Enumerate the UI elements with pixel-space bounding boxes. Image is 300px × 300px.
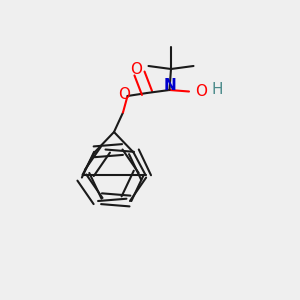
Text: O: O bbox=[195, 84, 207, 99]
Text: N: N bbox=[163, 78, 176, 93]
Text: O: O bbox=[130, 62, 142, 77]
Text: O: O bbox=[118, 87, 130, 102]
Text: H: H bbox=[212, 82, 223, 97]
